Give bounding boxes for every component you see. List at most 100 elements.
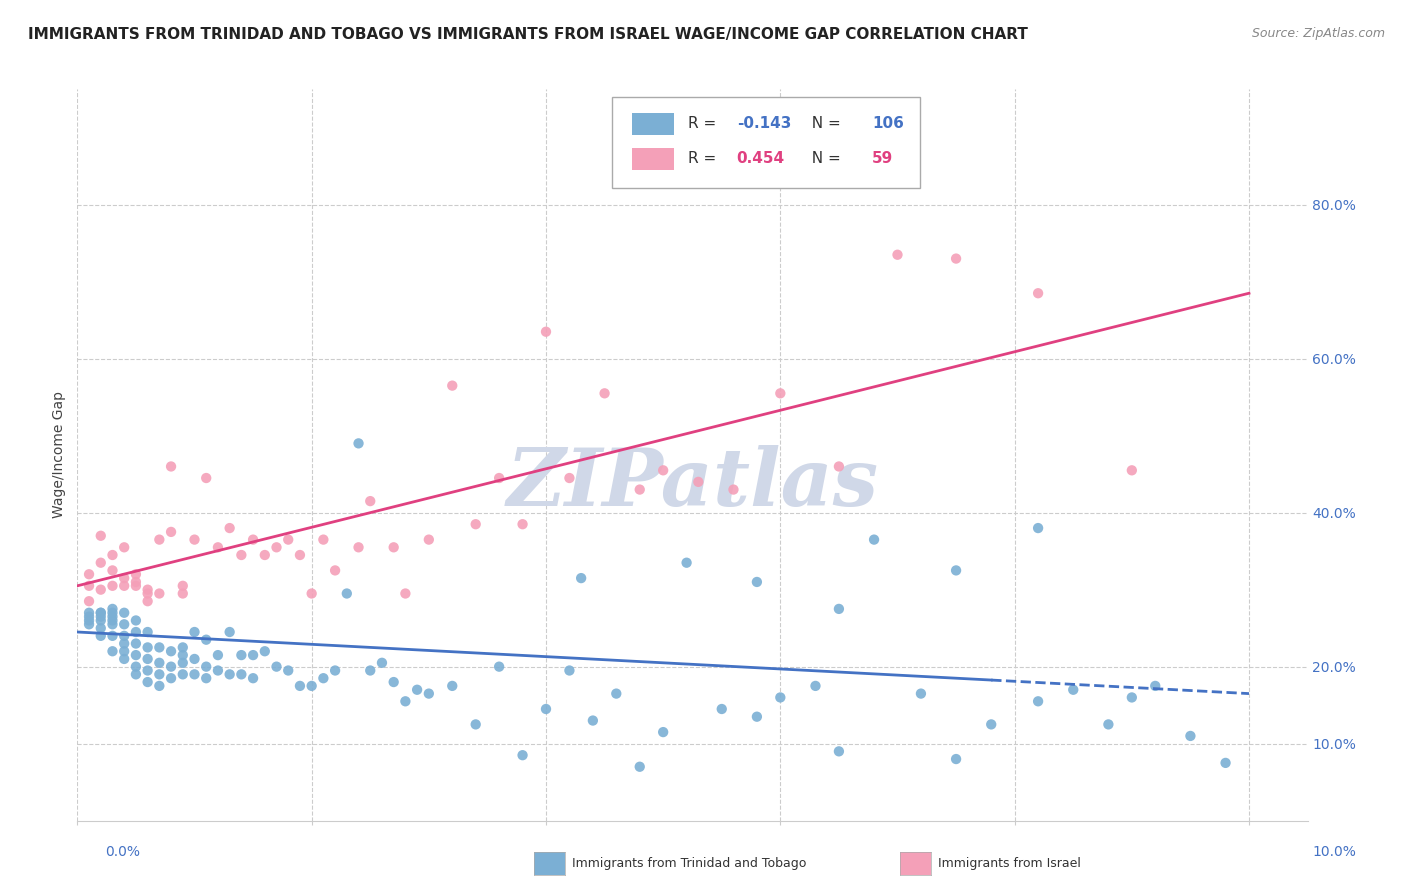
Text: 59: 59 — [872, 151, 893, 166]
Point — [90, 614, 112, 628]
Point — [218, 667, 240, 681]
Point — [441, 679, 464, 693]
Point — [628, 483, 651, 497]
Point — [218, 521, 240, 535]
Point — [288, 679, 311, 693]
Point — [688, 475, 710, 489]
Point — [394, 586, 416, 600]
Y-axis label: Wage/Income Gap: Wage/Income Gap — [52, 392, 66, 518]
Point — [231, 648, 253, 662]
Point — [347, 541, 370, 555]
Point — [418, 687, 440, 701]
Point — [277, 533, 299, 547]
Point — [112, 571, 135, 585]
Point — [172, 648, 194, 662]
Point — [723, 483, 745, 497]
Point — [253, 644, 276, 658]
Point — [231, 667, 253, 681]
Point — [910, 687, 932, 701]
Point — [828, 602, 851, 616]
Point — [1180, 729, 1202, 743]
Point — [266, 659, 288, 673]
Point — [371, 656, 394, 670]
Point — [312, 533, 335, 547]
Point — [534, 325, 557, 339]
Point — [125, 574, 148, 589]
Point — [101, 644, 124, 658]
Point — [148, 586, 170, 600]
Point — [488, 471, 510, 485]
Point — [160, 524, 183, 539]
Point — [418, 533, 440, 547]
Point — [242, 648, 264, 662]
Point — [253, 548, 276, 562]
Point — [945, 252, 967, 266]
Point — [160, 459, 183, 474]
Point — [512, 748, 534, 763]
Point — [77, 606, 100, 620]
Point — [828, 459, 851, 474]
Point — [101, 563, 124, 577]
Point — [101, 609, 124, 624]
Point — [172, 656, 194, 670]
Text: -0.143: -0.143 — [737, 116, 792, 131]
Text: R =: R = — [688, 116, 721, 131]
Point — [148, 679, 170, 693]
Point — [769, 690, 792, 705]
Point — [195, 659, 218, 673]
Point — [323, 664, 346, 678]
Point — [863, 533, 886, 547]
Point — [558, 471, 581, 485]
Text: N =: N = — [801, 116, 845, 131]
Point — [266, 541, 288, 555]
Point — [1121, 690, 1143, 705]
Point — [277, 664, 299, 678]
Point — [207, 648, 229, 662]
Point — [183, 625, 205, 640]
Point — [112, 579, 135, 593]
Point — [828, 744, 851, 758]
Point — [464, 717, 486, 731]
Point — [569, 571, 592, 585]
Text: Immigrants from Israel: Immigrants from Israel — [938, 857, 1081, 870]
Text: 10.0%: 10.0% — [1313, 845, 1357, 859]
Point — [90, 529, 112, 543]
Text: IMMIGRANTS FROM TRINIDAD AND TOBAGO VS IMMIGRANTS FROM ISRAEL WAGE/INCOME GAP CO: IMMIGRANTS FROM TRINIDAD AND TOBAGO VS I… — [28, 27, 1028, 42]
Point — [1144, 679, 1167, 693]
Point — [136, 652, 159, 666]
Point — [112, 636, 135, 650]
Point — [160, 659, 183, 673]
Point — [980, 717, 1002, 731]
Point — [512, 517, 534, 532]
Point — [136, 640, 159, 655]
Point — [675, 556, 697, 570]
Text: 0.0%: 0.0% — [105, 845, 141, 859]
Point — [90, 621, 112, 635]
Point — [90, 582, 112, 597]
Point — [136, 582, 159, 597]
Point — [148, 667, 170, 681]
Point — [112, 617, 135, 632]
Point — [1215, 756, 1237, 770]
Point — [534, 702, 557, 716]
Point — [136, 625, 159, 640]
Text: Source: ZipAtlas.com: Source: ZipAtlas.com — [1251, 27, 1385, 40]
Point — [804, 679, 827, 693]
Point — [242, 671, 264, 685]
Point — [136, 594, 159, 608]
Point — [441, 378, 464, 392]
Point — [101, 614, 124, 628]
Point — [347, 436, 370, 450]
Point — [301, 679, 323, 693]
Point — [195, 632, 218, 647]
Point — [628, 760, 651, 774]
Point — [1026, 286, 1049, 301]
Point — [112, 541, 135, 555]
Point — [301, 586, 323, 600]
Point — [125, 614, 148, 628]
Text: 106: 106 — [872, 116, 904, 131]
Point — [90, 606, 112, 620]
Point — [77, 594, 100, 608]
Point — [382, 675, 405, 690]
Point — [195, 471, 218, 485]
